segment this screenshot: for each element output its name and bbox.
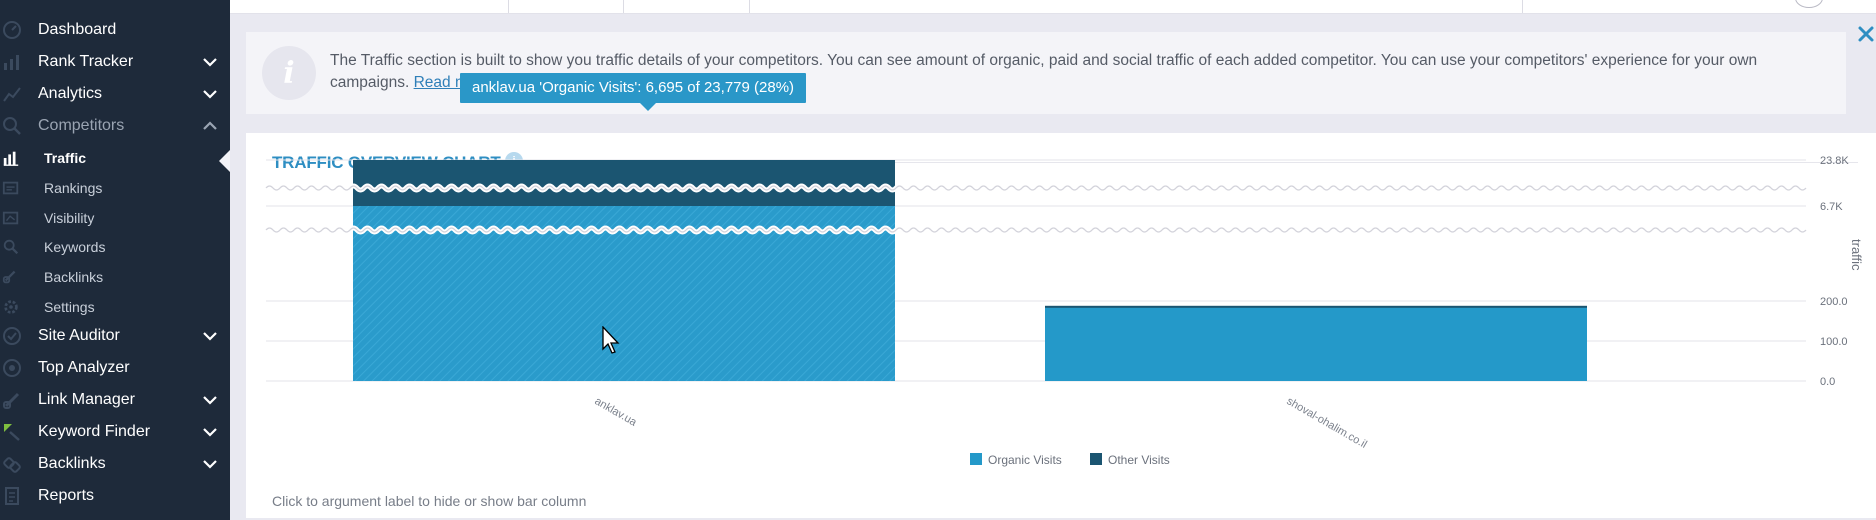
sidebar-item-label: Reports — [38, 487, 95, 504]
sidebar-item-label: Top Analyzer — [38, 359, 130, 376]
sidebar: Dashboard Rank Tracker Analytics Competitor… — [0, 0, 230, 520]
sidebar-subitem-rankings[interactable]: Rankings — [0, 174, 230, 202]
rankings-icon — [2, 179, 20, 197]
toolbar-divider — [508, 0, 509, 13]
legend-swatch-organic — [970, 453, 982, 465]
sidebar-subitem-visibility[interactable]: Visibility — [0, 204, 230, 232]
bar-organic-visits — [1045, 307, 1587, 381]
sidebar-subitem-backlinks[interactable]: Backlinks — [0, 263, 230, 291]
sidebar-item-analytics[interactable]: Analytics — [0, 78, 230, 110]
sidebar-item-label: Link Manager — [38, 391, 135, 408]
top-analyzer-icon — [2, 358, 22, 378]
tooltip-arrow — [640, 103, 656, 111]
bar-other-visits — [353, 160, 895, 206]
y-tick-label: 0.0 — [1820, 376, 1835, 388]
sidebar-subitem-settings[interactable]: Settings — [0, 293, 230, 321]
sidebar-item-label: Rank Tracker — [38, 53, 134, 70]
analytics-icon — [2, 84, 22, 104]
axis-break-line — [265, 227, 1807, 233]
sidebar-item-label: Competitors — [38, 117, 125, 134]
close-icon[interactable] — [1856, 24, 1876, 44]
sidebar-item-site-auditor[interactable]: Site Auditor — [0, 320, 230, 352]
keywords-icon — [2, 238, 20, 256]
bar-chart-icon — [2, 52, 22, 72]
mouse-cursor-icon — [602, 326, 620, 354]
visibility-icon — [2, 209, 20, 227]
sidebar-item-top-analyzer[interactable]: Top Analyzer — [0, 352, 230, 384]
top-toolbar-strip — [230, 0, 1876, 14]
sidebar-subitem-label: Backlinks — [44, 269, 104, 285]
sidebar-subitem-traffic[interactable]: Traffic — [0, 144, 230, 172]
sidebar-subitem-label: Keywords — [44, 239, 106, 255]
sidebar-item-label: Analytics — [38, 85, 103, 102]
axis-break-line — [265, 185, 1807, 191]
chevron-up-icon[interactable] — [200, 116, 220, 136]
toolbar-divider — [1522, 0, 1523, 13]
backlinks-icon — [2, 454, 22, 474]
chevron-down-icon[interactable] — [200, 326, 220, 346]
site-auditor-icon — [2, 326, 22, 346]
sidebar-item-backlinks[interactable]: Backlinks — [0, 448, 230, 480]
sidebar-item-rank-tracker[interactable]: Rank Tracker — [0, 46, 230, 78]
chevron-down-icon[interactable] — [200, 84, 220, 104]
sidebar-item-dashboard[interactable]: Dashboard — [0, 14, 230, 46]
y-tick-label: 6.7K — [1820, 201, 1843, 213]
sidebar-item-link-manager[interactable]: Link Manager — [0, 384, 230, 416]
competitors-icon — [2, 116, 22, 136]
y-tick-label: 100.0 — [1820, 336, 1848, 348]
x-tick-label: shoval-ohalim.co.il — [1285, 395, 1369, 451]
y-tick-label: 23.8K — [1820, 155, 1849, 167]
info-description: The Traffic section is built to show you… — [330, 52, 1758, 91]
bar-organic-visits — [353, 206, 895, 381]
sidebar-subitem-label: Rankings — [44, 180, 103, 196]
sidebar-item-label: Backlinks — [38, 455, 106, 472]
legend-label-organic: Organic Visits — [988, 453, 1062, 467]
dashboard-icon — [2, 20, 22, 40]
sidebar-item-keyword-finder[interactable]: Keyword Finder — [0, 416, 230, 448]
chart-hint: Click to argument label to hide or show … — [272, 493, 587, 509]
link-icon — [2, 390, 22, 410]
reports-icon — [2, 486, 22, 506]
sidebar-subitem-label: Settings — [44, 299, 95, 315]
chevron-down-icon[interactable] — [200, 52, 220, 72]
chart-tooltip: anklav.ua 'Organic Visits': 6,695 of 23,… — [460, 73, 807, 103]
sidebar-item-reports[interactable]: Reports — [0, 480, 230, 512]
sidebar-item-label: Dashboard — [38, 21, 117, 38]
sidebar-subitem-label: Traffic — [44, 150, 87, 166]
chevron-down-icon[interactable] — [200, 422, 220, 442]
chevron-down-icon[interactable] — [200, 454, 220, 474]
toolbar-divider — [623, 0, 624, 13]
x-tick-label: anklav.ua — [593, 395, 640, 429]
info-icon: i — [262, 46, 316, 100]
settings-icon — [2, 298, 20, 316]
sidebar-subitem-keywords[interactable]: Keywords — [0, 233, 230, 261]
chevron-down-icon[interactable] — [200, 390, 220, 410]
legend-label-other: Other Visits — [1108, 453, 1170, 467]
sidebar-item-label: Keyword Finder — [38, 423, 151, 440]
y-axis-label: traffic — [1849, 239, 1864, 271]
traffic-overview-panel: TRAFFIC OVERVIEW CHART i 23.8K6.7K200.01… — [246, 133, 1876, 518]
active-indicator — [219, 150, 230, 172]
sidebar-subitem-label: Visibility — [44, 210, 95, 226]
title-divider — [533, 162, 1858, 163]
traffic-icon — [2, 149, 20, 167]
keyword-finder-icon — [2, 422, 22, 442]
sidebar-item-competitors[interactable]: Competitors — [0, 110, 230, 142]
y-tick-label: 200.0 — [1820, 296, 1848, 308]
backlinks-sub-icon — [2, 268, 20, 286]
legend-swatch-other — [1090, 453, 1102, 465]
bar-other-visits — [1045, 305, 1587, 308]
toolbar-divider — [749, 0, 750, 13]
sidebar-item-label: Site Auditor — [38, 327, 120, 344]
traffic-chart: 23.8K 6.7K 200.0 100.0 0.0 traffic anklav.ua sh… — [264, 155, 1864, 467]
